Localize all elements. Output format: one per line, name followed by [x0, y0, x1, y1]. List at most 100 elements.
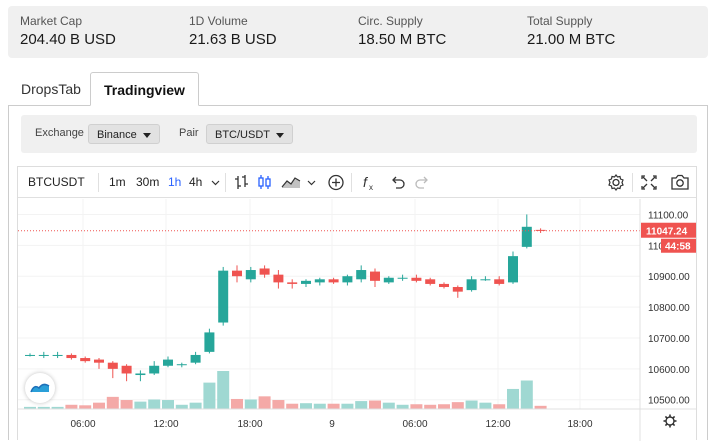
candle-body [494, 279, 505, 284]
volume-bar [189, 402, 202, 409]
candle-body [94, 359, 104, 363]
candle-body [38, 354, 49, 356]
tab-tradingview[interactable]: Tradingview [90, 72, 199, 106]
redo-icon[interactable] [414, 167, 430, 198]
tradingview-logo-icon[interactable] [25, 373, 55, 403]
exchange-value: Binance [97, 129, 137, 141]
candle-body [397, 277, 408, 279]
chevron-down-icon [142, 132, 151, 138]
candle-body [521, 226, 532, 247]
chart-type-chevron-icon[interactable] [307, 167, 316, 198]
last-price-tag [641, 222, 696, 238]
candle-body [480, 279, 491, 281]
volume-bar [286, 403, 299, 409]
candle-body [508, 256, 518, 283]
price-chart[interactable]: 11100.0011000.0010900.0010800.0010700.00… [18, 199, 696, 441]
interval-1h[interactable]: 1h [168, 175, 182, 189]
indicators-plus-icon[interactable] [327, 167, 345, 198]
divider [632, 173, 633, 192]
stat-market-cap: Market Cap 204.40 B USD [20, 14, 116, 48]
stat-label: Total Supply [527, 14, 593, 28]
divider [351, 173, 352, 192]
stat-label: Market Cap [20, 14, 83, 28]
volume-bar [148, 399, 161, 409]
candle-body [66, 354, 77, 359]
price-tick-label: 10500.00 [648, 396, 690, 407]
chart-toolbar: BTCUSDT 1m 30m 1h 4h [18, 167, 696, 198]
stat-1d-volume: 1D Volume 21.63 B USD [189, 14, 277, 48]
candle-body [383, 277, 394, 283]
volume-bar [51, 406, 64, 409]
candle-body [342, 276, 353, 283]
time-tick-label: 18:00 [237, 419, 262, 430]
volume-bar [79, 405, 92, 409]
stat-value: 21.63 B USD [189, 31, 277, 48]
candle-body [121, 365, 132, 374]
symbol-search-button[interactable]: BTCUSDT [28, 175, 85, 189]
candles-chart-icon[interactable] [257, 167, 273, 198]
pair-dropdown[interactable]: BTC/USDT [206, 124, 293, 144]
candle-body [452, 287, 463, 292]
volume-bar [65, 404, 78, 409]
candle-body [218, 270, 229, 323]
volume-bar [203, 382, 216, 409]
countdown-label: 44:58 [665, 242, 691, 253]
gear-tooth [672, 415, 676, 419]
fullscreen-icon[interactable] [640, 167, 658, 198]
gear-tooth [664, 415, 668, 419]
volume-bar [451, 402, 464, 409]
settings-icon[interactable] [607, 167, 625, 198]
volume-bar [244, 399, 257, 409]
selector-bar: Exchange Binance Pair BTC/USDT [21, 115, 697, 153]
volume-bar [396, 404, 409, 409]
candle-body [439, 283, 449, 288]
volume-bar [520, 380, 533, 409]
snapshot-icon[interactable] [670, 167, 690, 198]
volume-bar [355, 401, 368, 409]
gear-tooth [672, 423, 676, 427]
svg-text:f: f [363, 174, 369, 190]
volume-bar [479, 402, 492, 409]
candle-body [259, 268, 270, 275]
candle-body [245, 270, 256, 280]
volume-bar [493, 404, 506, 409]
candle-body [232, 270, 242, 277]
candle-body [52, 354, 63, 356]
svg-text:x: x [369, 183, 373, 192]
exchange-dropdown[interactable]: Binance [88, 124, 160, 144]
interval-4h[interactable]: 4h [189, 175, 203, 189]
candle-body [287, 282, 298, 284]
candle-body [425, 279, 436, 284]
gear-ring [665, 416, 675, 426]
interval-1m[interactable]: 1m [109, 175, 126, 189]
axis-settings-icon[interactable] [663, 414, 677, 428]
tab-dropstab[interactable]: DropsTab [21, 81, 81, 97]
volume-bar [465, 400, 478, 409]
bars-chart-icon[interactable] [234, 167, 250, 198]
candle-body [466, 279, 477, 291]
interval-more-chevron-icon[interactable] [211, 167, 220, 198]
stat-total-supply: Total Supply 21.00 M BTC [527, 14, 615, 48]
stat-label: 1D Volume [189, 14, 248, 28]
area-chart-icon[interactable] [281, 167, 301, 198]
volume-bar [217, 371, 230, 409]
candle-body [411, 277, 422, 281]
countdown-tag [661, 238, 696, 253]
volume-bar [424, 404, 437, 409]
volume-bar [341, 403, 354, 409]
interval-30m[interactable]: 30m [136, 175, 160, 189]
volume-bar [313, 403, 326, 409]
price-tick-label: 10600.00 [648, 365, 690, 376]
price-tick-label: 10700.00 [648, 334, 690, 345]
candle-body [328, 279, 339, 283]
volume-bar [300, 403, 312, 409]
price-tick-label: 11100.00 [648, 210, 689, 221]
volume-bar [24, 406, 36, 409]
gear-tooth [664, 423, 668, 427]
volume-bar [410, 404, 423, 409]
candle-body [176, 364, 187, 366]
volume-bar [438, 404, 450, 409]
undo-icon[interactable] [390, 167, 406, 198]
time-tick-label: 12:00 [485, 419, 510, 430]
